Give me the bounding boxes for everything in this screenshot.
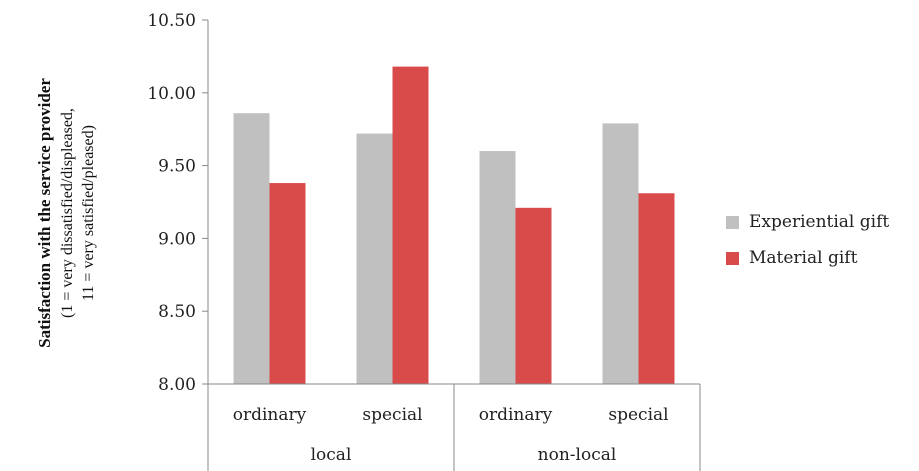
x-category-label: ordinary	[479, 405, 553, 425]
bar-material-2	[515, 207, 552, 384]
y-axis-title-main: Satisfaction with the service provider	[35, 78, 54, 348]
x-axis	[207, 383, 701, 471]
legend-swatch	[726, 251, 739, 265]
bar-experiential-0	[233, 113, 270, 385]
x-group-label: local	[311, 445, 352, 465]
x-category-label: ordinary	[233, 405, 307, 425]
y-axis: 8.00 8.50 9.00 9.50 10.00 10.50	[147, 11, 209, 395]
y-tick-label: 10.00	[147, 84, 196, 104]
y-axis-title-sub-2: 11 = very satisfied/pleased)	[80, 125, 97, 301]
x-category-label: special	[608, 405, 668, 425]
bars	[233, 66, 675, 385]
y-tick-label: 8.00	[158, 375, 196, 395]
bar-material-0	[269, 183, 306, 384]
y-tick-label: 9.50	[158, 157, 196, 177]
legend-item-material: Material gift	[726, 240, 889, 276]
y-axis-title: Satisfaction with the service provider (…	[35, 78, 97, 348]
x-category-label: special	[362, 405, 422, 425]
bar-material-3	[638, 193, 675, 384]
bar-experiential-2	[479, 151, 516, 384]
y-tick-label: 10.50	[147, 11, 196, 31]
y-axis-title-sub-1: (1 = very dissatisfied/displeased,	[59, 108, 76, 318]
y-tick-label: 8.50	[158, 302, 196, 322]
legend-item-experiential: Experiential gift	[726, 204, 889, 240]
bar-material-1	[392, 66, 429, 384]
legend-swatch	[726, 215, 739, 229]
bar-experiential-1	[356, 133, 393, 384]
y-tick-label: 9.00	[158, 229, 196, 249]
legend-label: Material gift	[749, 248, 858, 268]
legend: Experiential gift Material gift	[726, 204, 889, 276]
legend-label: Experiential gift	[749, 212, 890, 232]
bar-experiential-3	[602, 123, 639, 384]
x-group-label: non-local	[538, 445, 617, 465]
